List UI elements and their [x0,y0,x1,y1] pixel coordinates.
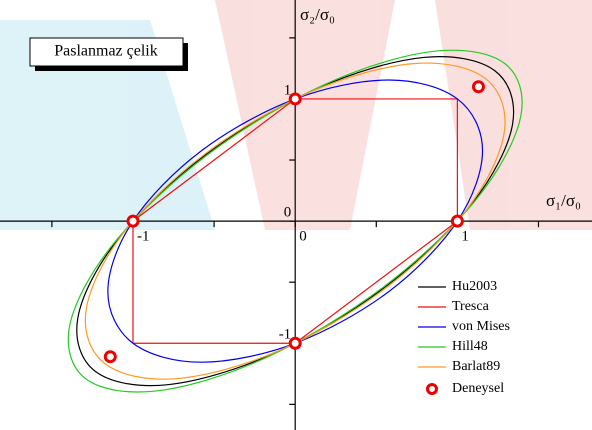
legend-label: Barlat89 [452,359,500,374]
legend-swatch [426,383,438,395]
legend-label: von Mises [452,319,510,334]
x-axis-label: σ₁/σ₀ [546,191,581,210]
experimental-point [288,336,302,350]
experimental-point [103,350,117,364]
experimental-point [126,214,140,228]
title-box [29,37,184,67]
legend-label: Deneysel [452,381,504,396]
y-axis-label: σ₂/σ₀ [300,5,335,24]
y-tick-label: 0 [284,205,292,221]
y-tick-label: 1 [284,82,292,98]
x-tick-label: -1 [137,229,150,245]
experimental-point [450,214,464,228]
legend-label: Tresca [452,299,490,314]
chart-title: Paslanmaz çelik [54,43,158,60]
x-tick-label: 1 [461,229,469,245]
background-watermark [0,0,592,230]
legend-label: Hu2003 [452,279,497,294]
experimental-point [288,92,302,106]
legend-label: Hill48 [452,339,488,354]
y-tick-label: -1 [279,327,292,343]
experimental-point [471,80,485,94]
x-tick-label: 0 [299,229,307,245]
